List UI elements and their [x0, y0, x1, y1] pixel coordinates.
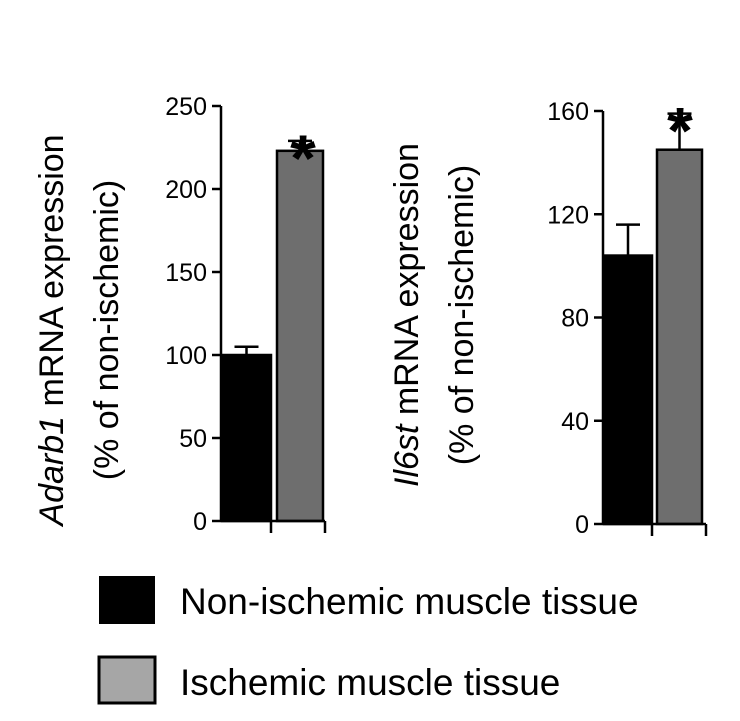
y-tick-label: 50: [179, 425, 207, 453]
y-axis-label-line2: (% of non-ischemic): [443, 165, 481, 465]
y-tick-label: 160: [547, 98, 589, 126]
bar-non-ischemic: [220, 353, 273, 523]
bar-ischemic: [275, 149, 325, 523]
chart-il6st: Il6st mRNA expression (% of non-ischemic…: [388, 94, 708, 539]
significance-star: *: [290, 121, 316, 195]
y-tick-label: 250: [165, 93, 207, 121]
significance-star: *: [667, 94, 693, 168]
y-tick-label: 0: [193, 508, 207, 536]
y-tick-label: 80: [561, 305, 589, 333]
legend: Non-ischemic muscle tissue Ischemic musc…: [97, 576, 639, 705]
y-tick-label: 150: [165, 259, 207, 287]
bar-ischemic: [655, 148, 704, 526]
y-axis-label-il6st: Il6st mRNA expression: [388, 143, 426, 487]
y-tick-label: 200: [165, 176, 207, 204]
y-tick-label: 120: [547, 201, 589, 229]
y-tick-label: 0: [575, 511, 589, 539]
legend-swatch-non-ischemic: [99, 576, 155, 624]
y-axis-label-gene: Il6st: [388, 423, 426, 487]
y-axis-label-adarb1: Adarb1 mRNA expression: [33, 134, 71, 527]
y-axis-label-line2: (% of non-ischemic): [88, 180, 126, 480]
y-axis-label-text: mRNA expression: [388, 143, 426, 425]
y-axis-label-text: mRNA expression: [33, 134, 71, 416]
bar-non-ischemic: [602, 254, 654, 526]
legend-label-non-ischemic: Non-ischemic muscle tissue: [180, 581, 639, 622]
y-tick-label: 40: [561, 408, 589, 436]
legend-label-ischemic: Ischemic muscle tissue: [180, 662, 560, 703]
chart-adarb1: Adarb1 mRNA expression (% of non-ischemi…: [33, 93, 327, 536]
y-axis-label-gene: Adarb1: [33, 416, 71, 528]
y-tick-label: 100: [165, 342, 207, 370]
legend-swatch-ischemic: [97, 655, 157, 705]
